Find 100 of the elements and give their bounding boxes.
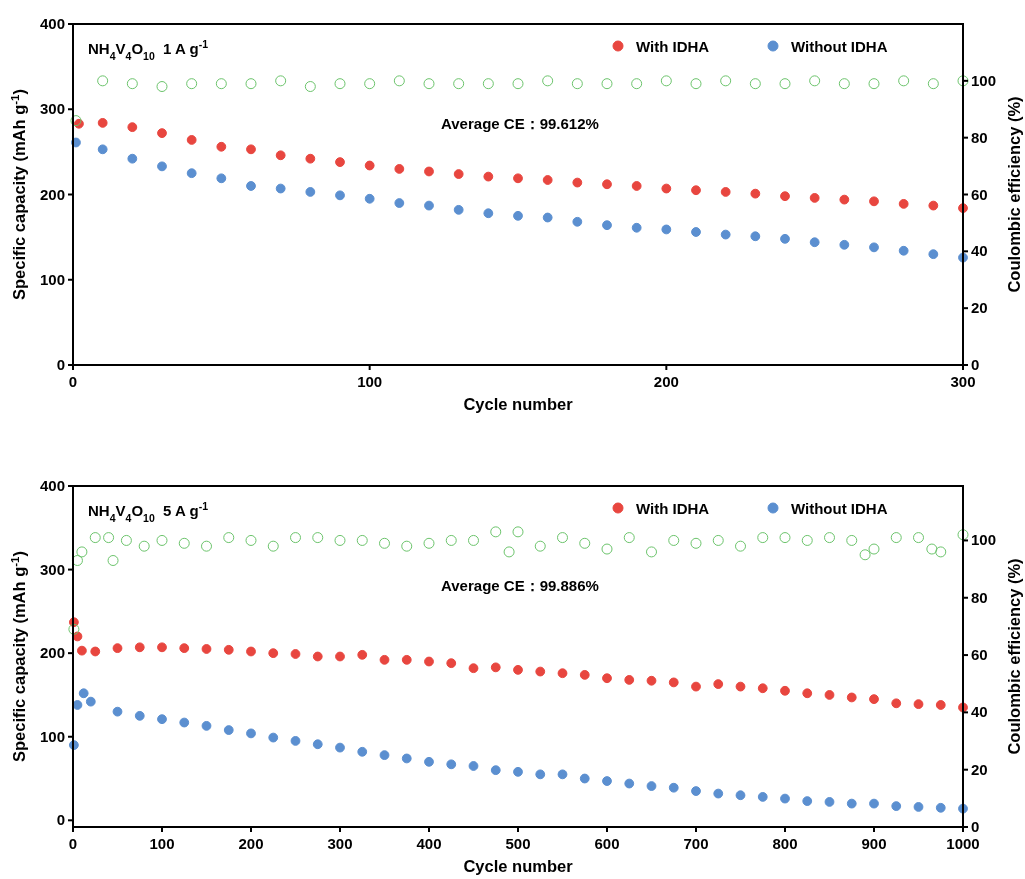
point bbox=[423, 537, 435, 549]
point bbox=[103, 532, 115, 544]
point bbox=[356, 534, 368, 546]
point bbox=[572, 216, 583, 227]
point bbox=[779, 532, 791, 544]
y-tick-label: 400 bbox=[39, 477, 65, 494]
point bbox=[223, 644, 234, 655]
point bbox=[660, 75, 672, 87]
point bbox=[838, 78, 850, 90]
point bbox=[913, 802, 924, 812]
point bbox=[713, 788, 724, 799]
point bbox=[245, 78, 257, 90]
point bbox=[85, 696, 96, 707]
point bbox=[77, 645, 87, 656]
point bbox=[156, 81, 168, 93]
point bbox=[446, 759, 457, 770]
point bbox=[179, 643, 190, 654]
point bbox=[646, 546, 657, 558]
point bbox=[78, 688, 89, 699]
y2-tick-label: 60 bbox=[971, 646, 988, 664]
point bbox=[757, 683, 768, 694]
point bbox=[468, 534, 479, 546]
x-axis-title: Cycle number bbox=[463, 395, 574, 413]
point bbox=[127, 122, 138, 133]
point bbox=[749, 78, 761, 90]
point bbox=[891, 801, 902, 812]
point bbox=[245, 534, 257, 546]
point bbox=[691, 681, 701, 692]
point bbox=[468, 663, 479, 674]
point bbox=[801, 534, 813, 546]
point bbox=[513, 664, 523, 675]
point bbox=[750, 188, 761, 199]
point bbox=[246, 181, 256, 191]
point bbox=[512, 78, 524, 90]
point bbox=[735, 540, 746, 552]
point bbox=[713, 679, 724, 689]
point bbox=[631, 181, 642, 191]
point bbox=[126, 78, 138, 90]
x-tick-label: 0 bbox=[68, 373, 78, 390]
y2-tick-label: 40 bbox=[971, 242, 988, 260]
point bbox=[780, 685, 790, 696]
point bbox=[246, 144, 256, 155]
point bbox=[601, 543, 613, 555]
y2-tick-label: 100 bbox=[971, 71, 997, 89]
point bbox=[393, 75, 405, 87]
point bbox=[802, 688, 813, 699]
point bbox=[691, 227, 701, 237]
point bbox=[379, 537, 390, 549]
point bbox=[490, 662, 501, 673]
point bbox=[401, 654, 412, 665]
point bbox=[720, 75, 732, 87]
point bbox=[780, 233, 790, 244]
point bbox=[290, 532, 301, 544]
point bbox=[482, 78, 494, 90]
point bbox=[579, 669, 590, 680]
point bbox=[312, 532, 324, 544]
point bbox=[157, 161, 167, 172]
x-tick-label: 300 bbox=[950, 373, 976, 390]
point bbox=[780, 793, 790, 804]
point bbox=[134, 642, 145, 653]
y2-tick-label: 20 bbox=[971, 299, 988, 317]
x-tick-label: 1000 bbox=[946, 835, 980, 852]
point bbox=[935, 700, 946, 710]
point bbox=[334, 534, 346, 546]
point bbox=[824, 797, 835, 807]
point bbox=[809, 75, 821, 87]
point bbox=[720, 229, 731, 240]
point bbox=[364, 193, 375, 204]
point bbox=[802, 796, 813, 806]
point bbox=[186, 168, 197, 179]
point bbox=[780, 191, 790, 202]
point bbox=[127, 153, 138, 164]
point bbox=[290, 649, 301, 659]
point bbox=[661, 224, 672, 235]
x-tick-label: 100 bbox=[357, 373, 383, 390]
point bbox=[445, 534, 457, 546]
point bbox=[542, 75, 554, 87]
point bbox=[602, 776, 612, 786]
point bbox=[572, 177, 583, 188]
point bbox=[178, 537, 190, 549]
point bbox=[928, 200, 939, 211]
point bbox=[957, 529, 969, 541]
point bbox=[809, 193, 820, 203]
point bbox=[690, 537, 702, 549]
point bbox=[913, 532, 924, 544]
point bbox=[646, 675, 657, 686]
point bbox=[216, 173, 227, 184]
y2-axis-title: Coulombic efficiency (%) bbox=[1005, 558, 1023, 755]
point bbox=[757, 792, 768, 802]
legend-label: With IDHA bbox=[636, 500, 710, 517]
point bbox=[312, 651, 323, 662]
point bbox=[97, 117, 108, 128]
point bbox=[928, 249, 939, 260]
point bbox=[335, 157, 345, 168]
point bbox=[579, 773, 590, 784]
x-tick-label: 0 bbox=[68, 835, 78, 852]
point bbox=[668, 782, 679, 793]
point bbox=[868, 78, 880, 90]
point bbox=[846, 534, 858, 546]
point bbox=[379, 750, 390, 761]
